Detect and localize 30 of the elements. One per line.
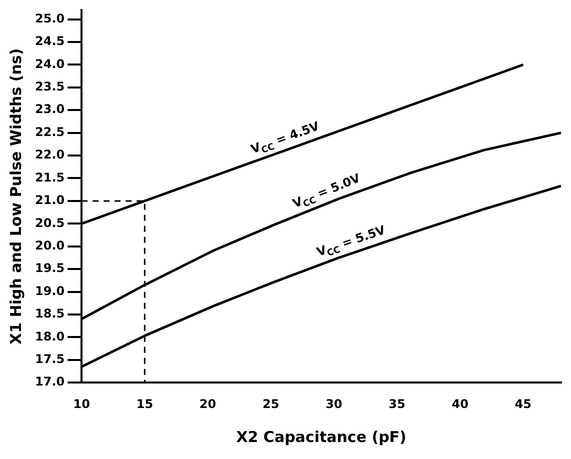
- y-tick-label: 20.5: [35, 216, 65, 230]
- x-tick-label: 20: [199, 396, 216, 411]
- y-tick-label: 23.5: [35, 80, 65, 94]
- y-tick-label: 22.5: [35, 124, 65, 139]
- x-tick-label: 15: [136, 396, 154, 411]
- y-tick-label: 25.0: [35, 11, 65, 26]
- y-tick-label: 24.0: [35, 56, 65, 71]
- x-tick-label: 10: [73, 396, 90, 411]
- y-tick-label: 17.0: [35, 374, 65, 389]
- x-axis-title: X2 Capacitance (pF): [236, 428, 406, 446]
- x-tick-label: 30: [326, 396, 342, 411]
- y-tick-label: 18.0: [35, 329, 65, 344]
- y-tick-label: 21.5: [35, 170, 65, 184]
- y-tick-label: 24.5: [35, 34, 65, 48]
- y-tick-label: 21.0: [35, 193, 65, 208]
- x-tick-label: 45: [514, 396, 532, 411]
- text: VCC = 5.5V: [314, 222, 388, 260]
- y-tick-label: 20.0: [35, 238, 65, 252]
- y-tick-label: 22.0: [35, 148, 65, 162]
- x-tick-label: 35: [388, 396, 406, 411]
- y-axis-title: X1 High and Low Pulse Widths (ns): [6, 48, 25, 344]
- y-tick-label: 17.5: [35, 352, 65, 366]
- text: VCC = 4.5V: [249, 118, 322, 156]
- y-tick-label: 18.5: [35, 306, 65, 321]
- y-tick-label: 23.0: [35, 102, 65, 116]
- y-tick-label: 19.5: [35, 261, 65, 276]
- text: VCC = 5.0V: [290, 170, 363, 211]
- y-tick-label: 19.0: [35, 284, 65, 298]
- x-tick-label: 40: [452, 396, 468, 411]
- x-tick-label: 25: [262, 396, 280, 411]
